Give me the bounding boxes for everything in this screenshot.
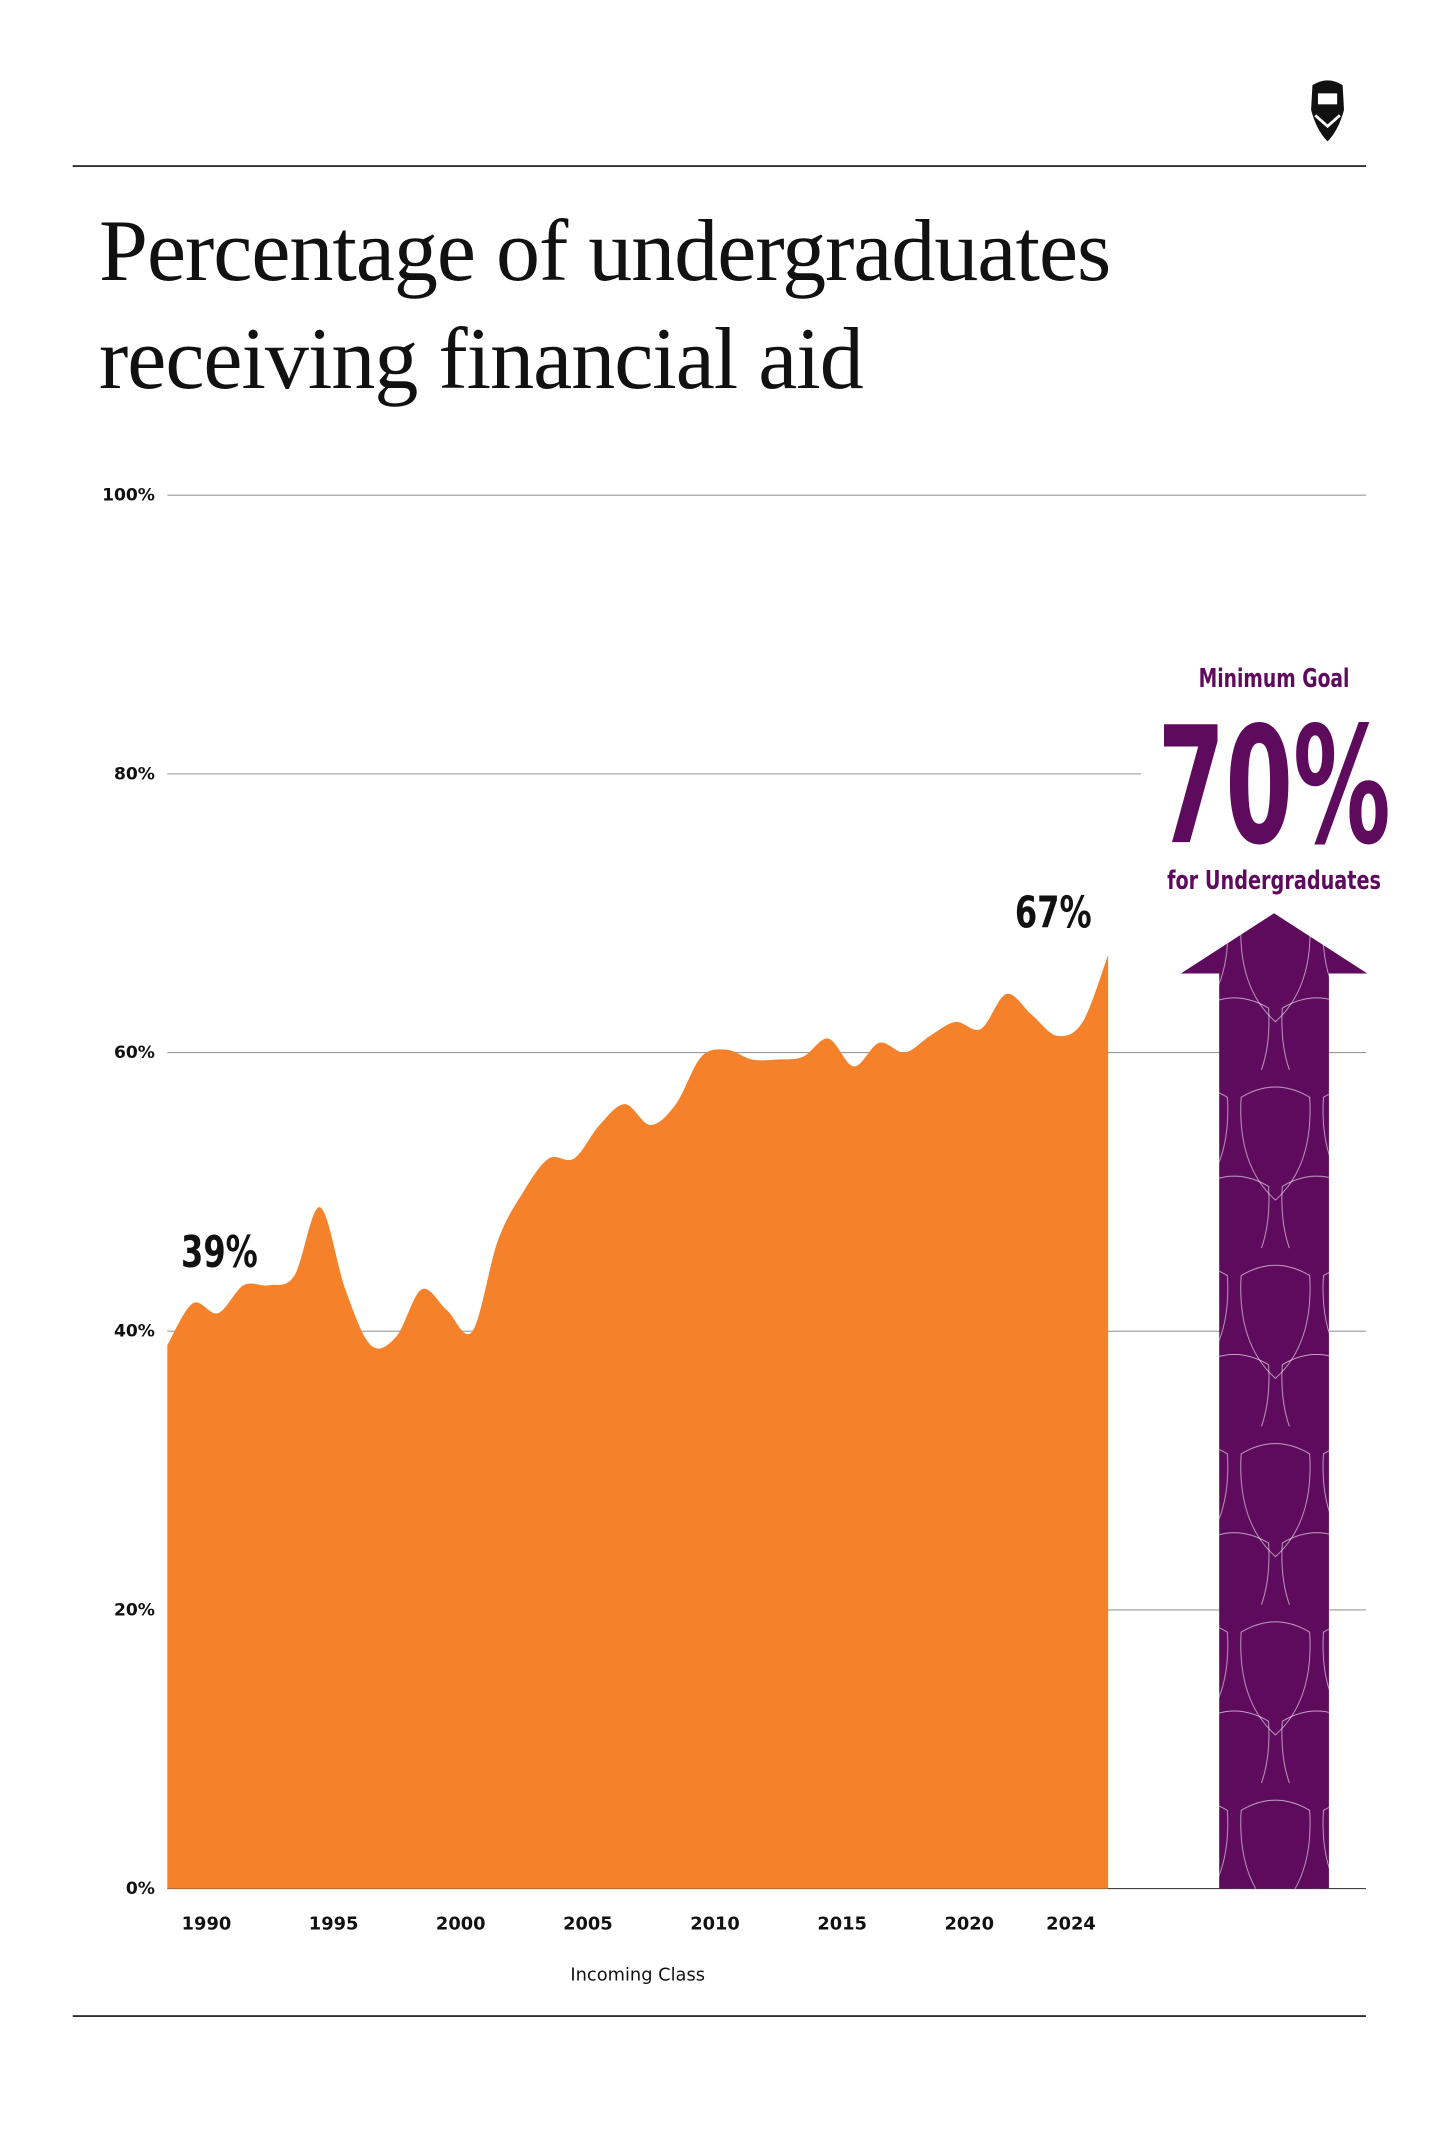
x-tick-label: 1995 bbox=[309, 1914, 359, 1935]
y-tick-label: 40% bbox=[114, 1322, 155, 1342]
x-tick-label: 2024 bbox=[1046, 1914, 1096, 1935]
y-tick-label: 80% bbox=[114, 764, 155, 784]
goal-label: 70% bbox=[1157, 693, 1390, 881]
y-tick-label: 60% bbox=[114, 1043, 155, 1063]
y-tick-label: 100% bbox=[102, 486, 155, 506]
x-tick-label: 2000 bbox=[436, 1914, 486, 1935]
x-tick-label: 2015 bbox=[817, 1914, 867, 1935]
goal-title: Minimum Goal bbox=[1199, 664, 1350, 694]
y-tick-label: 0% bbox=[126, 1879, 155, 1899]
goal-arrow-pattern bbox=[1180, 913, 1368, 1889]
area bbox=[167, 955, 1109, 1889]
x-tick-label: 1990 bbox=[182, 1914, 232, 1935]
annotation: 67% bbox=[1015, 888, 1092, 939]
y-tick-label: 20% bbox=[114, 1600, 155, 1620]
logo bbox=[1311, 80, 1344, 142]
goal-subtitle: for Undergraduates bbox=[1167, 866, 1381, 896]
chart-title: Percentage of undergraduates receiving f… bbox=[99, 203, 1111, 408]
x-axis-label: Incoming Class bbox=[570, 1964, 705, 1985]
goal-backdrop bbox=[1141, 655, 1402, 903]
x-tick-label: 2010 bbox=[690, 1914, 740, 1935]
annotation: 39% bbox=[181, 1227, 258, 1278]
x-tick-label: 2005 bbox=[563, 1914, 613, 1935]
x-tick-label: 2020 bbox=[944, 1914, 994, 1935]
